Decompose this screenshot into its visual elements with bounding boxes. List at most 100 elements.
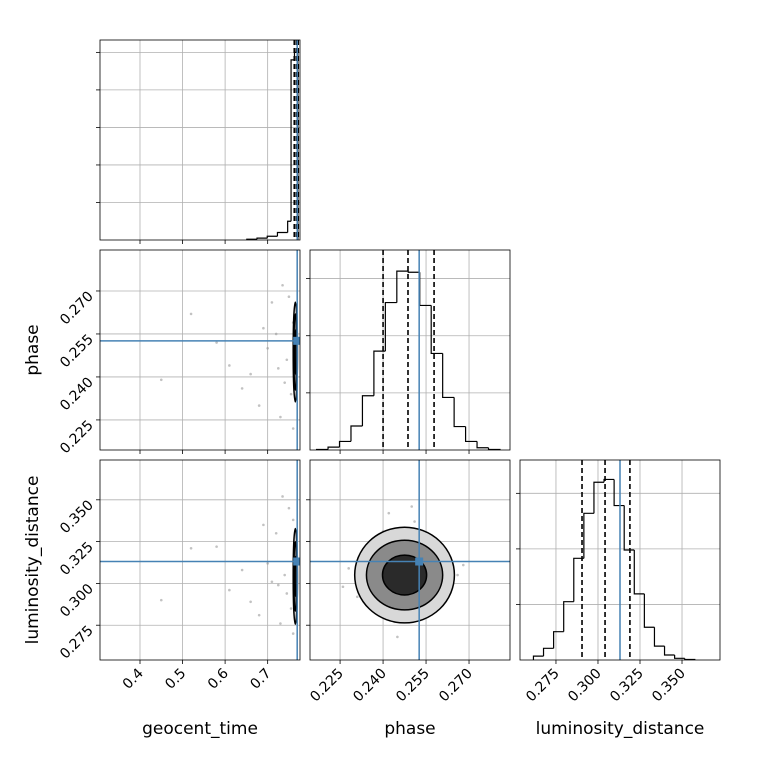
sample-point: [240, 568, 244, 572]
histogram-bin: [338, 440, 351, 448]
sample-point: [287, 506, 291, 510]
y-tick-label: 0.350: [57, 497, 97, 537]
sample-point: [281, 495, 284, 498]
sample-point: [413, 520, 416, 523]
histogram-bin: [350, 425, 363, 442]
sample-point: [279, 415, 282, 419]
sample-point: [274, 531, 278, 535]
x-axis-label: luminosity_distance: [536, 719, 705, 739]
histogram-bin: [573, 557, 584, 602]
histogram-bin: [603, 478, 615, 483]
histogram-bin: [290, 59, 295, 222]
sample-point: [249, 600, 252, 604]
histogram-bin: [633, 550, 645, 595]
x-tick-label: 0.325: [607, 666, 647, 706]
sample-point: [159, 378, 163, 382]
sample-point: [189, 312, 193, 316]
x-tick-label: 0.275: [523, 666, 563, 706]
histogram-bin: [287, 220, 292, 233]
x-tick-label: 0.225: [307, 666, 347, 706]
histogram-bin: [653, 627, 665, 647]
histogram-bin: [593, 481, 605, 514]
histogram-bin: [361, 395, 374, 426]
sample-point: [240, 387, 244, 390]
histogram-bin: [613, 479, 625, 507]
sample-point: [262, 326, 265, 330]
sample-point: [215, 341, 218, 344]
x-axis-label: phase: [384, 719, 435, 739]
x-axis-label: geocent_time: [142, 719, 258, 739]
sample-point: [387, 511, 391, 515]
sample-point: [257, 404, 261, 407]
histogram-bin: [583, 512, 594, 559]
histogram-bin: [327, 446, 340, 450]
x-tick-label: 0.5: [162, 666, 189, 693]
panel: 0.275 0.300 0.325 0.350 luminosity_distance: [516, 459, 721, 739]
sample-point: [461, 563, 465, 567]
sample-point: [215, 545, 218, 548]
x-tick-label: 0.255: [393, 666, 433, 706]
histogram-bin: [266, 235, 278, 239]
sample-point: [228, 364, 231, 367]
sample-point: [289, 392, 293, 396]
sample-point: [283, 573, 286, 577]
x-tick-label: 0.240: [350, 666, 390, 706]
sample-point: [276, 367, 280, 370]
sample-point: [347, 567, 350, 570]
sample-point: [285, 358, 289, 362]
sample-point: [291, 518, 295, 522]
panel-frame: [309, 249, 511, 451]
sample-point: [266, 562, 269, 565]
sample-point: [228, 588, 231, 592]
histogram-bin: [563, 601, 574, 632]
y-axis-label: luminosity_distance: [23, 476, 43, 645]
x-tick-label: 0.6: [205, 665, 232, 692]
x-tick-label: 0.7: [247, 666, 274, 693]
histogram-bin: [476, 441, 489, 449]
plot-area: [100, 460, 300, 660]
histogram-bin: [430, 305, 443, 355]
x-tick-label: 0.4: [120, 665, 147, 692]
panel-frame: [99, 249, 301, 451]
sample-point: [281, 283, 284, 287]
x-tick-label: 0.270: [436, 666, 476, 706]
sample-point: [456, 573, 459, 577]
histogram-bin: [373, 350, 386, 396]
sample-point: [274, 332, 278, 336]
plot-area: [315, 250, 501, 450]
y-tick-label: 0.325: [57, 539, 97, 579]
panel: [306, 249, 511, 454]
sample-point: [285, 592, 289, 595]
truth-marker: [415, 557, 424, 566]
histogram-bin: [453, 397, 466, 428]
histogram-bin: [442, 353, 455, 399]
histogram-bin: [643, 593, 655, 628]
plot-area: [100, 250, 300, 450]
plot-area: [246, 40, 300, 240]
x-tick-label: 0.300: [565, 666, 605, 706]
contour: [293, 555, 297, 598]
y-tick-label: 0.275: [57, 623, 97, 663]
panel: [96, 39, 301, 244]
sample-point: [291, 632, 295, 635]
y-axis-label: phase: [23, 324, 43, 375]
sample-point: [159, 598, 163, 602]
x-tick-label: 0.350: [649, 666, 689, 706]
sample-point: [270, 301, 274, 304]
y-tick-label: 0.300: [57, 581, 97, 621]
y-tick-label: 0.270: [57, 288, 97, 328]
sample-point: [396, 635, 399, 639]
panel-frame: [309, 459, 511, 661]
histogram-bin: [407, 271, 420, 273]
sample-point: [249, 372, 252, 376]
sample-point: [410, 505, 414, 508]
sample-point: [262, 523, 265, 527]
sample-point: [291, 427, 295, 430]
sample-point: [355, 595, 359, 599]
histogram-bin: [623, 505, 635, 551]
y-tick-label: 0.240: [57, 374, 97, 414]
histogram-bin: [553, 631, 564, 649]
